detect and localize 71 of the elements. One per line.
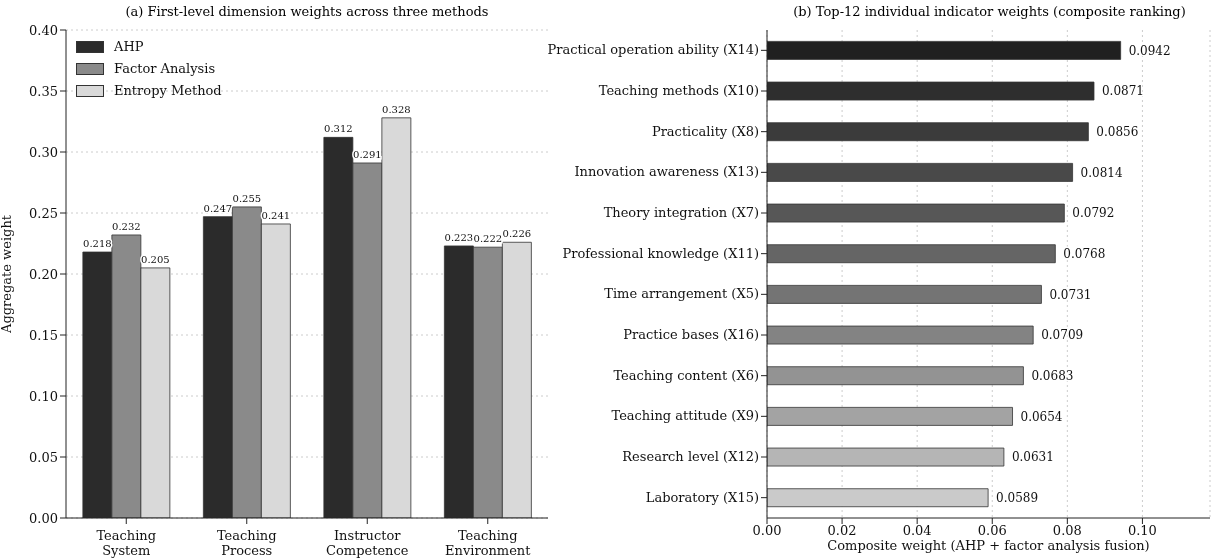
data-label: 0.218 [83,238,112,250]
bar [767,122,1089,142]
y-tick-label: Time arrangement (X5) [604,286,759,302]
data-label: 0.255 [232,192,262,204]
bar [767,406,1013,426]
y-tick-label: Practice bases (X16) [623,327,759,342]
legend-label: Entropy Method [114,82,222,100]
y-tick-label: 0.15 [29,327,58,343]
x-tick-label: Teaching System [96,528,157,558]
bar [767,447,1005,467]
x-tick-label: Teaching Environment [445,528,532,558]
y-axis-title: Aggregate weight [0,214,14,334]
data-label: 0.291 [353,148,382,160]
y-tick-label: Teaching content (X6) [613,367,759,383]
bar [767,203,1065,223]
data-label: 0.0942 [1128,43,1171,58]
data-label: 0.232 [112,220,141,232]
chart-title: (a) First-level dimension weights across three methods [124,4,490,19]
data-label: 0.205 [141,253,170,265]
data-label: 0.0631 [1011,450,1054,465]
x-tick-label: Teaching Process [216,528,277,558]
data-label: 0.0792 [1072,206,1115,221]
y-tick-label: Practicality (X8) [651,123,759,139]
data-label: 0.0814 [1080,165,1123,180]
data-label: 0.226 [502,228,532,240]
data-label: 0.223 [444,231,474,243]
y-tick-label: Teaching attitude (X9) [611,408,759,424]
y-tick-label: 0.05 [29,449,58,465]
data-label: 0.0768 [1063,246,1106,261]
y-tick-label: 0.25 [29,205,58,221]
y-tick-label: Teaching methods (X10) [598,83,759,98]
x-tick-label: 0.08 [1052,523,1082,539]
data-label: 0.0683 [1031,368,1074,383]
y-tick-label: 0.20 [29,266,58,282]
y-tick-label: Innovation awareness (X13) [574,164,759,180]
data-label: 0.0589 [996,490,1039,505]
x-tick-label: Instructor Competence [326,528,409,558]
data-label: 0.328 [382,103,411,115]
x-axis-title: Composite weight (AHP + factor analysis fusion) [826,538,1151,553]
data-label: 0.0856 [1096,124,1139,139]
chart-title: (b) Top-12 individual indicator weights (composite ranking) [792,4,1187,19]
x-tick-label: 0.10 [1127,523,1157,539]
data-label: 0.0654 [1020,409,1063,424]
y-tick-label: 0.35 [29,83,58,99]
bar [767,284,1042,304]
legend-label: Factor Analysis [114,60,216,78]
y-tick-label: Theory integration (X7) [603,205,759,220]
y-tick-label: Laboratory (X15) [645,489,759,505]
y-tick-label: 0.00 [29,510,58,526]
bar [767,366,1024,386]
y-tick-label: Professional knowledge (X11) [562,245,759,261]
data-label: 0.247 [203,202,233,214]
y-tick-label: 0.40 [29,22,58,38]
x-tick-label: 0.06 [977,523,1007,539]
legend-label: AHP [114,38,144,56]
x-tick-label: 0.02 [827,523,857,539]
data-label: 0.0731 [1049,287,1092,302]
data-label: 0.0709 [1041,328,1084,343]
y-tick-label: Practical operation ability (X14) [547,42,759,58]
data-label: 0.222 [473,233,503,245]
data-label: 0.312 [324,123,353,135]
x-tick-label: 0.00 [752,523,782,539]
y-tick-label: Research level (X12) [622,449,759,464]
y-tick-label: 0.30 [29,144,58,160]
bar [767,162,1073,182]
x-tick-label: 0.04 [902,523,932,539]
bar [767,325,1034,345]
data-label: 0.241 [261,209,291,221]
y-tick-label: 0.10 [29,388,58,404]
data-label: 0.0871 [1101,84,1144,99]
bar [767,244,1056,264]
